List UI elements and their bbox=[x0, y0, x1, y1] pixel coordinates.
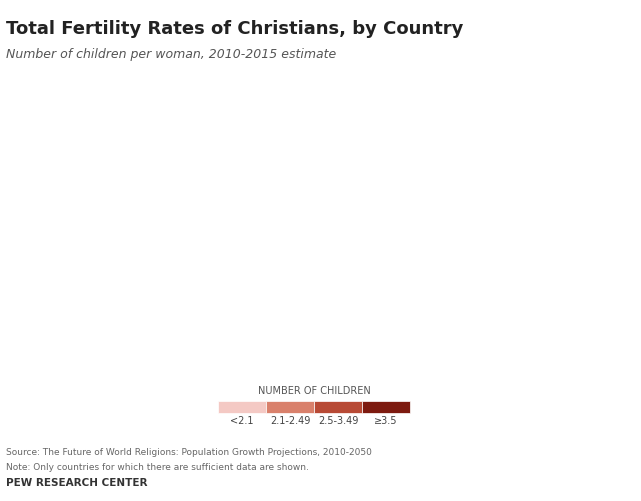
Text: NUMBER OF CHILDREN: NUMBER OF CHILDREN bbox=[258, 386, 370, 396]
Text: Number of children per woman, 2010-2015 estimate: Number of children per woman, 2010-2015 … bbox=[6, 48, 337, 61]
Text: 2.1-2.49: 2.1-2.49 bbox=[270, 416, 310, 426]
Text: Source: The Future of World Religions: Population Growth Projections, 2010-2050: Source: The Future of World Religions: P… bbox=[6, 448, 372, 457]
Text: <2.1: <2.1 bbox=[230, 416, 254, 426]
Text: ≥3.5: ≥3.5 bbox=[374, 416, 398, 426]
Text: Total Fertility Rates of Christians, by Country: Total Fertility Rates of Christians, by … bbox=[6, 20, 464, 38]
Text: PEW RESEARCH CENTER: PEW RESEARCH CENTER bbox=[6, 478, 148, 488]
Text: Note: Only countries for which there are sufficient data are shown.: Note: Only countries for which there are… bbox=[6, 463, 310, 472]
Text: 2.5-3.49: 2.5-3.49 bbox=[318, 416, 358, 426]
